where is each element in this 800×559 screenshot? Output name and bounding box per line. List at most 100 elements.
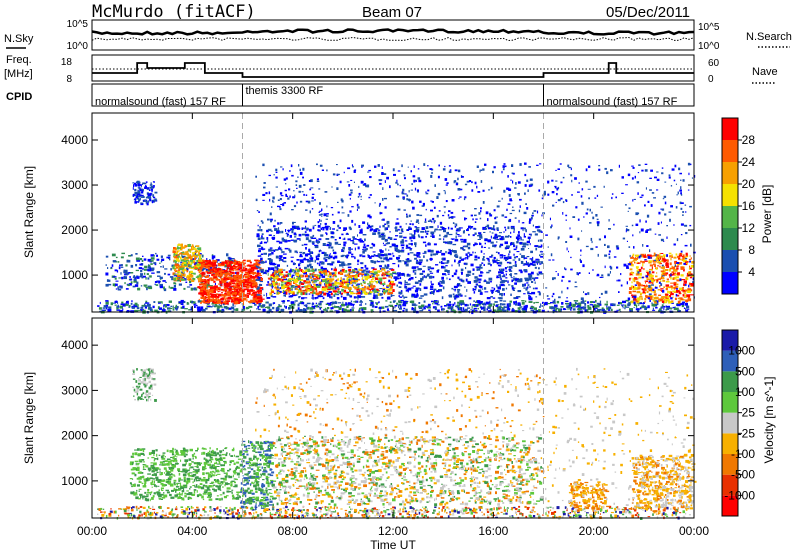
heatmap-cell bbox=[479, 234, 482, 237]
heatmap-cell bbox=[534, 210, 537, 212]
heatmap-cell bbox=[518, 290, 522, 292]
heatmap-cell bbox=[430, 175, 432, 178]
heatmap-cell bbox=[655, 307, 658, 309]
heatmap-cell bbox=[480, 207, 482, 209]
heatmap-cell bbox=[189, 273, 190, 276]
heatmap-cell bbox=[662, 304, 664, 306]
heatmap-cell bbox=[519, 242, 522, 244]
heatmap-cell bbox=[494, 245, 496, 247]
heatmap-cell bbox=[149, 199, 151, 202]
heatmap-cell bbox=[434, 303, 438, 305]
heatmap-cell bbox=[389, 185, 391, 188]
heatmap-cell bbox=[359, 308, 361, 310]
heatmap-cell bbox=[666, 306, 670, 307]
heatmap-cell bbox=[436, 290, 439, 292]
heatmap-cell bbox=[350, 281, 352, 284]
heatmap-cell bbox=[510, 232, 511, 234]
heatmap-cell bbox=[287, 288, 290, 290]
heatmap-cell bbox=[309, 229, 312, 232]
heatmap-cell bbox=[262, 164, 264, 167]
heatmap-cell bbox=[300, 201, 302, 203]
heatmap-cell bbox=[367, 274, 370, 276]
heatmap-cell bbox=[237, 268, 239, 271]
heatmap-cell bbox=[446, 232, 449, 235]
heatmap-cell bbox=[303, 308, 306, 311]
heatmap-cell bbox=[409, 237, 412, 240]
heatmap-cell bbox=[509, 303, 512, 306]
heatmap-cell bbox=[494, 209, 496, 211]
heatmap-cell bbox=[310, 276, 313, 278]
heatmap-cell bbox=[521, 261, 523, 264]
heatmap-cell bbox=[272, 238, 275, 240]
heatmap-cell bbox=[146, 181, 148, 183]
heatmap-cell bbox=[385, 180, 386, 183]
heatmap-cell bbox=[321, 209, 322, 212]
heatmap-cell bbox=[262, 194, 265, 196]
heatmap-cell bbox=[313, 235, 315, 237]
heatmap-cell bbox=[515, 303, 517, 305]
heatmap-cell bbox=[464, 218, 467, 219]
heatmap-cell bbox=[337, 291, 340, 292]
heatmap-cell bbox=[319, 250, 320, 252]
heatmap-cell bbox=[341, 296, 343, 298]
heatmap-cell bbox=[361, 181, 364, 184]
nsearch-label: N.Search bbox=[746, 31, 792, 43]
heatmap-cell bbox=[198, 250, 201, 251]
heatmap-cell bbox=[427, 165, 429, 166]
heatmap-cell bbox=[257, 291, 262, 292]
heatmap-cell bbox=[523, 265, 525, 266]
heatmap-cell bbox=[124, 282, 125, 284]
heatmap-cell bbox=[276, 231, 279, 234]
heatmap-cell bbox=[346, 306, 348, 308]
heatmap-cell bbox=[382, 225, 384, 227]
heatmap-cell bbox=[457, 234, 460, 235]
heatmap-cell bbox=[454, 260, 456, 263]
heatmap-cell bbox=[177, 278, 179, 280]
heatmap-cell bbox=[192, 252, 195, 255]
heatmap-cell bbox=[317, 181, 320, 182]
heatmap-cell bbox=[506, 188, 509, 190]
heatmap-cell bbox=[647, 254, 649, 256]
heatmap-cell bbox=[271, 267, 274, 270]
heatmap-cell bbox=[475, 219, 477, 220]
heatmap-cell bbox=[274, 293, 276, 294]
heatmap-cell bbox=[378, 301, 379, 303]
heatmap-cell bbox=[513, 289, 515, 291]
heatmap-cell bbox=[359, 289, 360, 292]
heatmap-cell bbox=[320, 308, 322, 310]
heatmap-cell bbox=[349, 272, 353, 273]
heatmap-cell bbox=[458, 263, 459, 265]
heatmap-cell bbox=[275, 284, 278, 285]
heatmap-cell bbox=[659, 308, 661, 310]
heatmap-cell bbox=[364, 183, 366, 185]
heatmap-cell bbox=[279, 305, 282, 307]
heatmap-cell bbox=[206, 260, 211, 261]
heatmap-cell bbox=[481, 303, 483, 304]
heatmap-cell bbox=[523, 269, 527, 271]
heatmap-cell bbox=[328, 242, 331, 243]
heatmap-cell bbox=[529, 286, 530, 288]
heatmap-cell bbox=[352, 269, 355, 271]
heatmap-cell bbox=[293, 190, 295, 191]
heatmap-cell bbox=[228, 297, 230, 300]
heatmap-cell bbox=[234, 301, 238, 304]
heatmap-cell bbox=[456, 183, 458, 185]
heatmap-cell bbox=[197, 250, 199, 252]
heatmap-cell bbox=[335, 301, 338, 304]
heatmap-cell bbox=[328, 257, 331, 260]
heatmap-cell bbox=[121, 302, 123, 304]
heatmap-cell bbox=[511, 242, 513, 244]
heatmap-cell bbox=[400, 274, 401, 275]
heatmap-cell bbox=[393, 300, 395, 303]
heatmap-cell bbox=[139, 267, 142, 269]
heatmap-cell bbox=[513, 260, 516, 261]
heatmap-cell bbox=[244, 274, 247, 275]
heatmap-cell bbox=[461, 269, 464, 271]
heatmap-cell bbox=[380, 282, 382, 285]
heatmap-cell bbox=[518, 193, 520, 196]
heatmap-cell bbox=[286, 233, 287, 234]
heatmap-cell bbox=[374, 261, 376, 264]
heatmap-cell bbox=[517, 302, 520, 305]
heatmap-cell bbox=[438, 165, 440, 167]
heatmap-cell bbox=[406, 286, 407, 289]
